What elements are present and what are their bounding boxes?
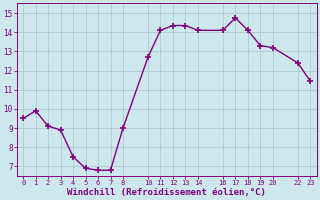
X-axis label: Windchill (Refroidissement éolien,°C): Windchill (Refroidissement éolien,°C) [67,188,266,197]
